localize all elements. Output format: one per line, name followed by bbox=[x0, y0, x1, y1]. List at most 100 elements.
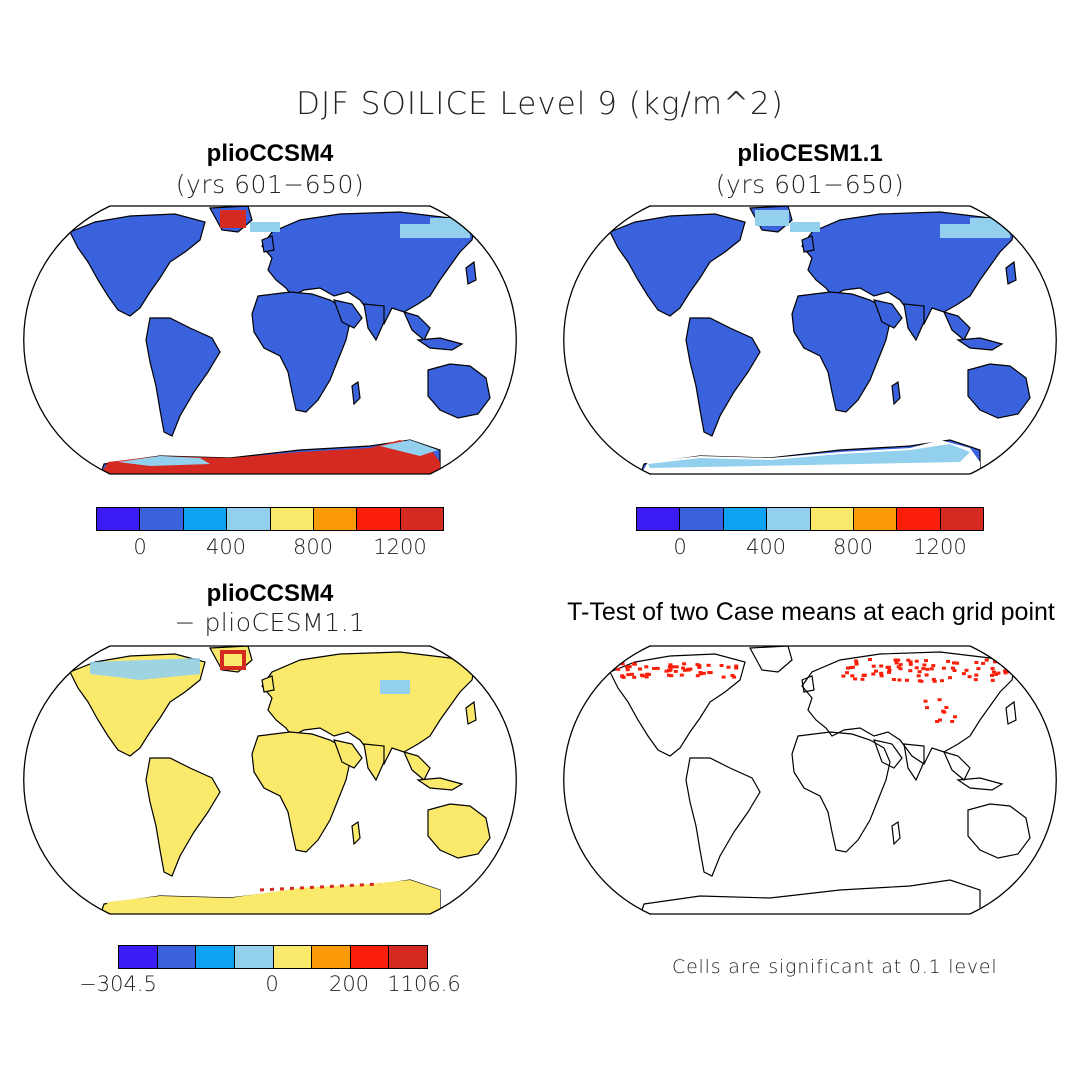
continent-japan bbox=[465, 260, 477, 285]
figure-title: DJF SOILICE Level 9 (kg/m^2) bbox=[296, 86, 784, 122]
continent-africa bbox=[791, 731, 891, 853]
colorbar-cell bbox=[313, 508, 358, 530]
colorbar-cell bbox=[853, 508, 898, 530]
colorbar-cell bbox=[227, 508, 271, 530]
significant-cell bbox=[981, 661, 986, 665]
significant-cell bbox=[994, 672, 999, 676]
significant-cell bbox=[682, 668, 687, 672]
continent-japan bbox=[1005, 700, 1017, 725]
significant-cell bbox=[879, 674, 884, 678]
light-ice-patch bbox=[790, 222, 820, 232]
colorbar-tick: 0 bbox=[265, 972, 279, 996]
significant-cell bbox=[850, 665, 855, 669]
continent-arabia bbox=[333, 299, 363, 329]
colorbar-tick: 400 bbox=[745, 535, 787, 559]
significant-cell bbox=[906, 658, 911, 662]
significant-cell bbox=[854, 662, 859, 666]
significant-cell bbox=[620, 662, 625, 666]
significant-cell bbox=[925, 667, 930, 671]
map-frame-top-left bbox=[23, 205, 517, 475]
significant-cell bbox=[871, 672, 876, 676]
continent-madagascar bbox=[891, 820, 901, 846]
continent-newZealand bbox=[505, 854, 517, 874]
significant-cell bbox=[632, 675, 637, 679]
panel-title-top-left: plioCCSM4 bbox=[206, 140, 334, 167]
significant-cell bbox=[707, 671, 712, 674]
panel-title-top-right: plioCESM1.1 bbox=[737, 140, 883, 167]
continent-greenland bbox=[749, 646, 793, 673]
significant-cell bbox=[914, 659, 919, 663]
colorbar-tick: 0 bbox=[133, 535, 147, 559]
colorbar-tick: 0 bbox=[673, 535, 687, 559]
continent-indonesia bbox=[956, 337, 1004, 351]
continent-africa bbox=[791, 291, 891, 413]
continent-seAsia bbox=[942, 311, 971, 341]
significant-cell bbox=[697, 665, 702, 669]
antarctica-light-ice bbox=[648, 444, 970, 468]
continent-japan bbox=[1005, 260, 1017, 285]
light-ice-patch bbox=[430, 218, 470, 226]
continent-northAmerica bbox=[609, 653, 746, 757]
significant-cell bbox=[908, 662, 913, 666]
colorbar-tick: 1106.6 bbox=[387, 972, 461, 996]
significant-cell bbox=[940, 679, 944, 683]
significant-cell bbox=[1003, 669, 1008, 673]
continents-bottom-right bbox=[609, 646, 1057, 914]
colorbar-cell bbox=[767, 508, 811, 530]
significant-cell bbox=[905, 678, 909, 682]
significant-cell bbox=[955, 661, 960, 665]
significant-cell bbox=[673, 669, 678, 673]
significant-cell bbox=[686, 668, 691, 672]
colorbar-tick: 800 bbox=[292, 535, 334, 559]
significant-cell bbox=[879, 664, 884, 668]
significant-cell bbox=[734, 664, 739, 668]
significant-cell bbox=[860, 677, 865, 681]
significant-cell bbox=[923, 699, 928, 703]
significant-cell bbox=[664, 669, 669, 673]
continent-northAmerica bbox=[69, 653, 206, 757]
significant-cell bbox=[625, 665, 629, 669]
significant-cell bbox=[679, 673, 684, 677]
continent-britain bbox=[261, 675, 275, 693]
significant-cell bbox=[908, 669, 913, 673]
significant-cell bbox=[950, 666, 955, 670]
continent-africa bbox=[251, 731, 351, 853]
significant-cell bbox=[668, 668, 673, 672]
significant-cell bbox=[897, 678, 902, 682]
panel-subtitle-bottom-left: − plioCESM1.1 bbox=[174, 608, 366, 637]
significant-cell bbox=[721, 675, 726, 679]
continent-japan bbox=[465, 700, 477, 725]
continent-britain bbox=[801, 675, 815, 693]
continent-newZealand bbox=[1045, 414, 1057, 434]
continent-indonesia bbox=[416, 337, 464, 351]
significant-cell bbox=[644, 665, 649, 669]
light-ice-patch bbox=[940, 224, 1010, 238]
continent-britain bbox=[261, 235, 275, 253]
colorbar-bottom-left bbox=[118, 945, 428, 969]
significant-cell bbox=[886, 665, 891, 669]
significant-cell bbox=[931, 664, 936, 668]
colorbar-cell bbox=[157, 946, 197, 968]
significant-cell bbox=[868, 658, 872, 661]
significant-cell bbox=[990, 678, 995, 682]
panel-subtitle-top-left: (yrs 601−650) bbox=[175, 170, 365, 199]
significant-cell bbox=[1003, 671, 1008, 675]
significant-cell bbox=[625, 668, 630, 672]
significant-cell bbox=[887, 668, 892, 672]
light-ice-patch bbox=[970, 218, 1010, 226]
significant-cell bbox=[898, 663, 903, 667]
continent-britain bbox=[801, 235, 815, 253]
significant-cell bbox=[730, 674, 735, 677]
significant-cell bbox=[996, 671, 1001, 675]
significant-cell bbox=[734, 666, 739, 670]
continent-southAmerica bbox=[145, 317, 221, 437]
colorbar-cell bbox=[389, 946, 427, 968]
colorbar-cell bbox=[97, 508, 141, 530]
significant-cell bbox=[964, 668, 969, 672]
continent-madagascar bbox=[351, 380, 361, 406]
antarctica-high-ice bbox=[100, 440, 440, 474]
colorbar-tick: 800 bbox=[832, 535, 874, 559]
continent-india bbox=[363, 743, 385, 782]
map-frame-top-right bbox=[563, 205, 1057, 475]
significant-cell bbox=[667, 673, 671, 677]
